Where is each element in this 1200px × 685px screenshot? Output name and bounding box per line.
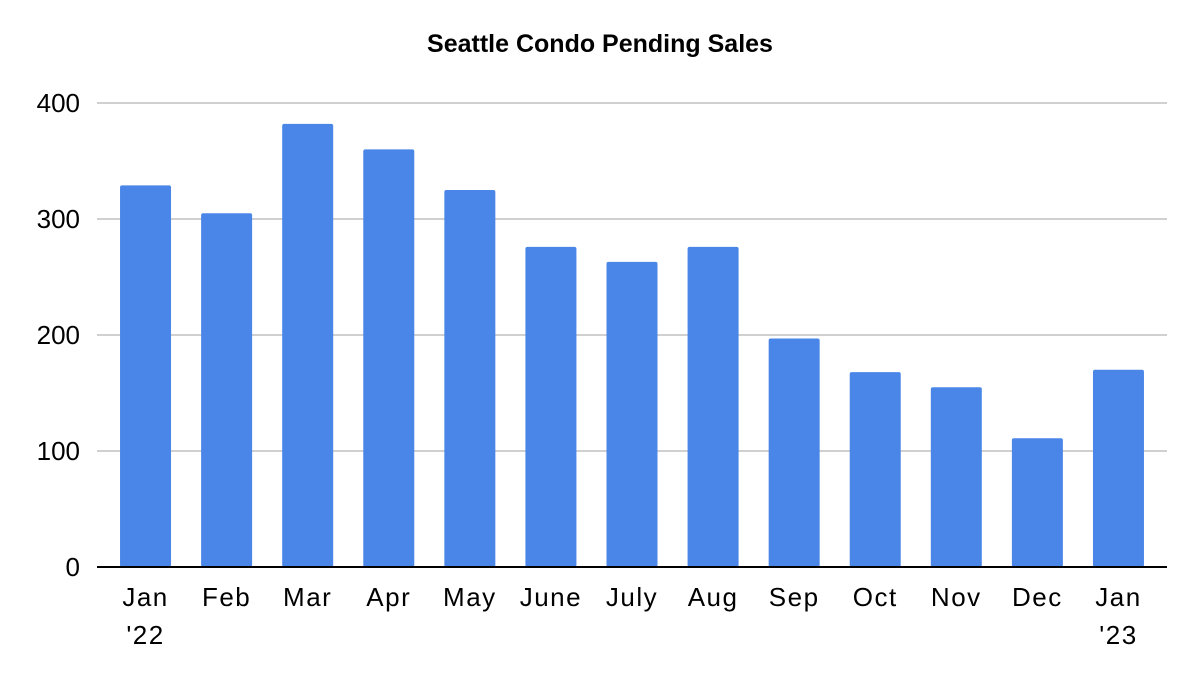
- bar: [606, 261, 658, 567]
- bar: [1011, 438, 1063, 567]
- x-tick-label: Sep: [769, 582, 820, 612]
- bar: [444, 190, 496, 567]
- x-tick-label: Aug: [688, 582, 739, 612]
- x-tick-label: Apr: [366, 582, 411, 612]
- x-tick-label: June: [520, 582, 582, 612]
- x-tick-label: Feb: [202, 582, 251, 612]
- x-tick-label: May: [443, 582, 497, 612]
- bar: [525, 246, 577, 567]
- x-tick-label: Jan: [122, 582, 168, 612]
- x-tick-label: Jan: [1095, 582, 1141, 612]
- bar: [1092, 369, 1144, 567]
- bar: [687, 246, 739, 567]
- bar: [849, 372, 901, 567]
- x-tick-label: '23: [1099, 620, 1137, 650]
- bar: [282, 123, 334, 567]
- x-tick-label: '22: [126, 620, 164, 650]
- bar: [363, 149, 415, 567]
- y-tick-label: 0: [66, 552, 80, 582]
- x-tick-label: Dec: [1012, 582, 1063, 612]
- y-tick-label: 100: [37, 436, 80, 466]
- x-tick-label: Oct: [853, 582, 898, 612]
- y-tick-label: 200: [37, 320, 80, 350]
- bar: [768, 338, 820, 567]
- chart-title: Seattle Condo Pending Sales: [427, 30, 773, 58]
- y-tick-label: 300: [37, 204, 80, 234]
- x-tick-label: July: [606, 582, 658, 612]
- bar: [201, 213, 253, 567]
- bar: [930, 387, 982, 567]
- bar: [120, 185, 172, 568]
- x-tick-label: Nov: [931, 582, 982, 612]
- y-tick-label: 400: [37, 88, 80, 118]
- x-tick-label: Mar: [283, 582, 332, 612]
